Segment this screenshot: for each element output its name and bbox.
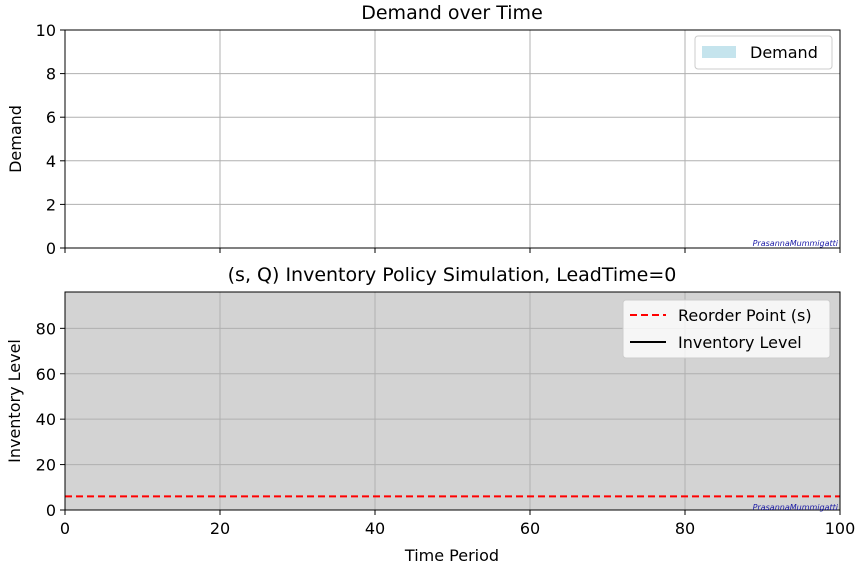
inventory-y-axis-label: Inventory Level	[5, 339, 24, 463]
inventory-y-tick-label: 40	[36, 410, 56, 429]
inventory-chart: 0 20 40 60 80 0 20 40 60 80 100 (s, Q) Inventory …	[5, 264, 855, 565]
demand-watermark: PrasannaMummigatti	[753, 239, 839, 248]
inventory-plot-frame	[64, 291, 841, 511]
demand-y-ticks: 0 2 4 6 8 10	[36, 21, 65, 258]
inventory-legend: Reorder Point (s) Inventory Level	[622, 299, 831, 359]
demand-legend-label: Demand	[750, 43, 818, 62]
demand-y-axis-label: Demand	[6, 105, 25, 173]
demand-legend-box	[694, 35, 833, 70]
inventory-x-tick-label: 60	[520, 519, 540, 538]
demand-y-tick-label: 0	[46, 239, 56, 258]
demand-plot-frame	[64, 29, 841, 249]
inventory-level-legend-label: Inventory Level	[678, 333, 802, 352]
inventory-x-tick-label: 0	[60, 519, 70, 538]
demand-y-tick-label: 10	[36, 21, 56, 40]
demand-y-tick-label: 4	[46, 152, 56, 171]
demand-legend: Demand	[694, 35, 833, 70]
inventory-x-ticks: 0 20 40 60 80 100	[60, 510, 855, 538]
demand-chart: 0 2 4 6 8 10 Demand over Time Demand Prasanna…	[6, 2, 841, 258]
demand-gridlines	[65, 30, 840, 248]
inventory-y-tick-label: 20	[36, 456, 56, 475]
inventory-y-tick-label: 80	[36, 319, 56, 338]
inventory-x-tick-label: 20	[210, 519, 230, 538]
inventory-y-tick-label: 60	[36, 365, 56, 384]
inventory-y-ticks: 0 20 40 60 80	[36, 319, 65, 520]
inventory-watermark: PrasannaMummigatti	[753, 503, 839, 512]
demand-y-tick-label: 2	[46, 195, 56, 214]
inventory-x-tick-label: 80	[675, 519, 695, 538]
demand-x-ticks	[64, 248, 841, 253]
inventory-x-tick-label: 100	[825, 519, 856, 538]
reorder-point-legend-label: Reorder Point (s)	[678, 306, 812, 325]
inventory-chart-title: (s, Q) Inventory Policy Simulation, Lead…	[228, 264, 677, 286]
demand-y-tick-label: 6	[46, 108, 56, 127]
inventory-x-tick-label: 40	[365, 519, 385, 538]
demand-legend-swatch	[702, 46, 736, 58]
inventory-y-tick-label: 0	[46, 501, 56, 520]
demand-chart-title: Demand over Time	[361, 2, 543, 24]
demand-y-tick-label: 8	[46, 65, 56, 84]
inventory-x-axis-label: Time Period	[404, 546, 499, 565]
inventory-legend-box	[622, 299, 831, 359]
